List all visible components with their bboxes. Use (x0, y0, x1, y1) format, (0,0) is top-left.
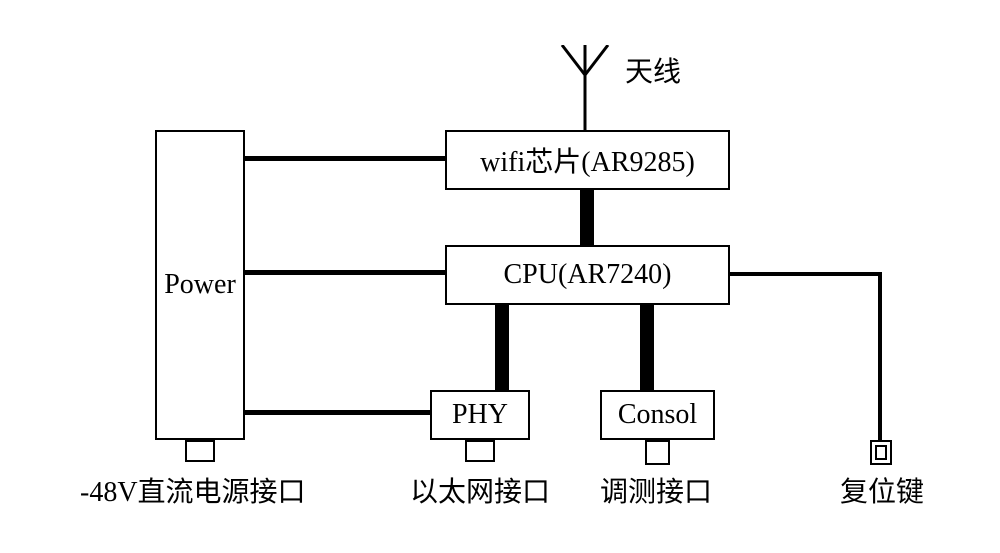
power-interface-label: -48V直流电源接口 (80, 470, 306, 510)
ethernet-interface-label: 以太网接口 (410, 470, 550, 510)
wifi-block: wifi芯片(AR9285) (445, 130, 730, 190)
power-port (185, 440, 215, 462)
reset-key-label: 复位键 (840, 470, 924, 510)
consol-block: Consol (600, 390, 715, 440)
debug-interface-label: 调测接口 (600, 470, 712, 510)
phy-block: PHY (430, 390, 530, 440)
ethernet-port (465, 440, 495, 462)
debug-port (645, 440, 670, 465)
edge-cpu-reset-v (878, 272, 882, 440)
edge-cpu-phy (495, 305, 509, 390)
power-block: Power (155, 130, 245, 440)
power-label: Power (164, 269, 236, 301)
edge-cpu-consol (640, 305, 654, 390)
phy-label: PHY (452, 399, 508, 431)
cpu-label: CPU(AR7240) (503, 259, 671, 291)
wifi-label: wifi芯片(AR9285) (480, 140, 695, 180)
edge-power-wifi (245, 156, 445, 161)
cpu-block: CPU(AR7240) (445, 245, 730, 305)
edge-power-cpu (245, 270, 445, 275)
antenna-label: 天线 (625, 50, 681, 90)
edge-wifi-cpu (580, 190, 594, 245)
antenna-icon (560, 45, 610, 130)
edge-power-phy (245, 410, 430, 415)
consol-label: Consol (618, 399, 697, 431)
reset-button-inner (875, 445, 887, 460)
diagram-canvas: 天线 Power wifi芯片(AR9285) CPU(AR7240) PHY … (0, 0, 1000, 553)
edge-cpu-reset-h (730, 272, 880, 276)
